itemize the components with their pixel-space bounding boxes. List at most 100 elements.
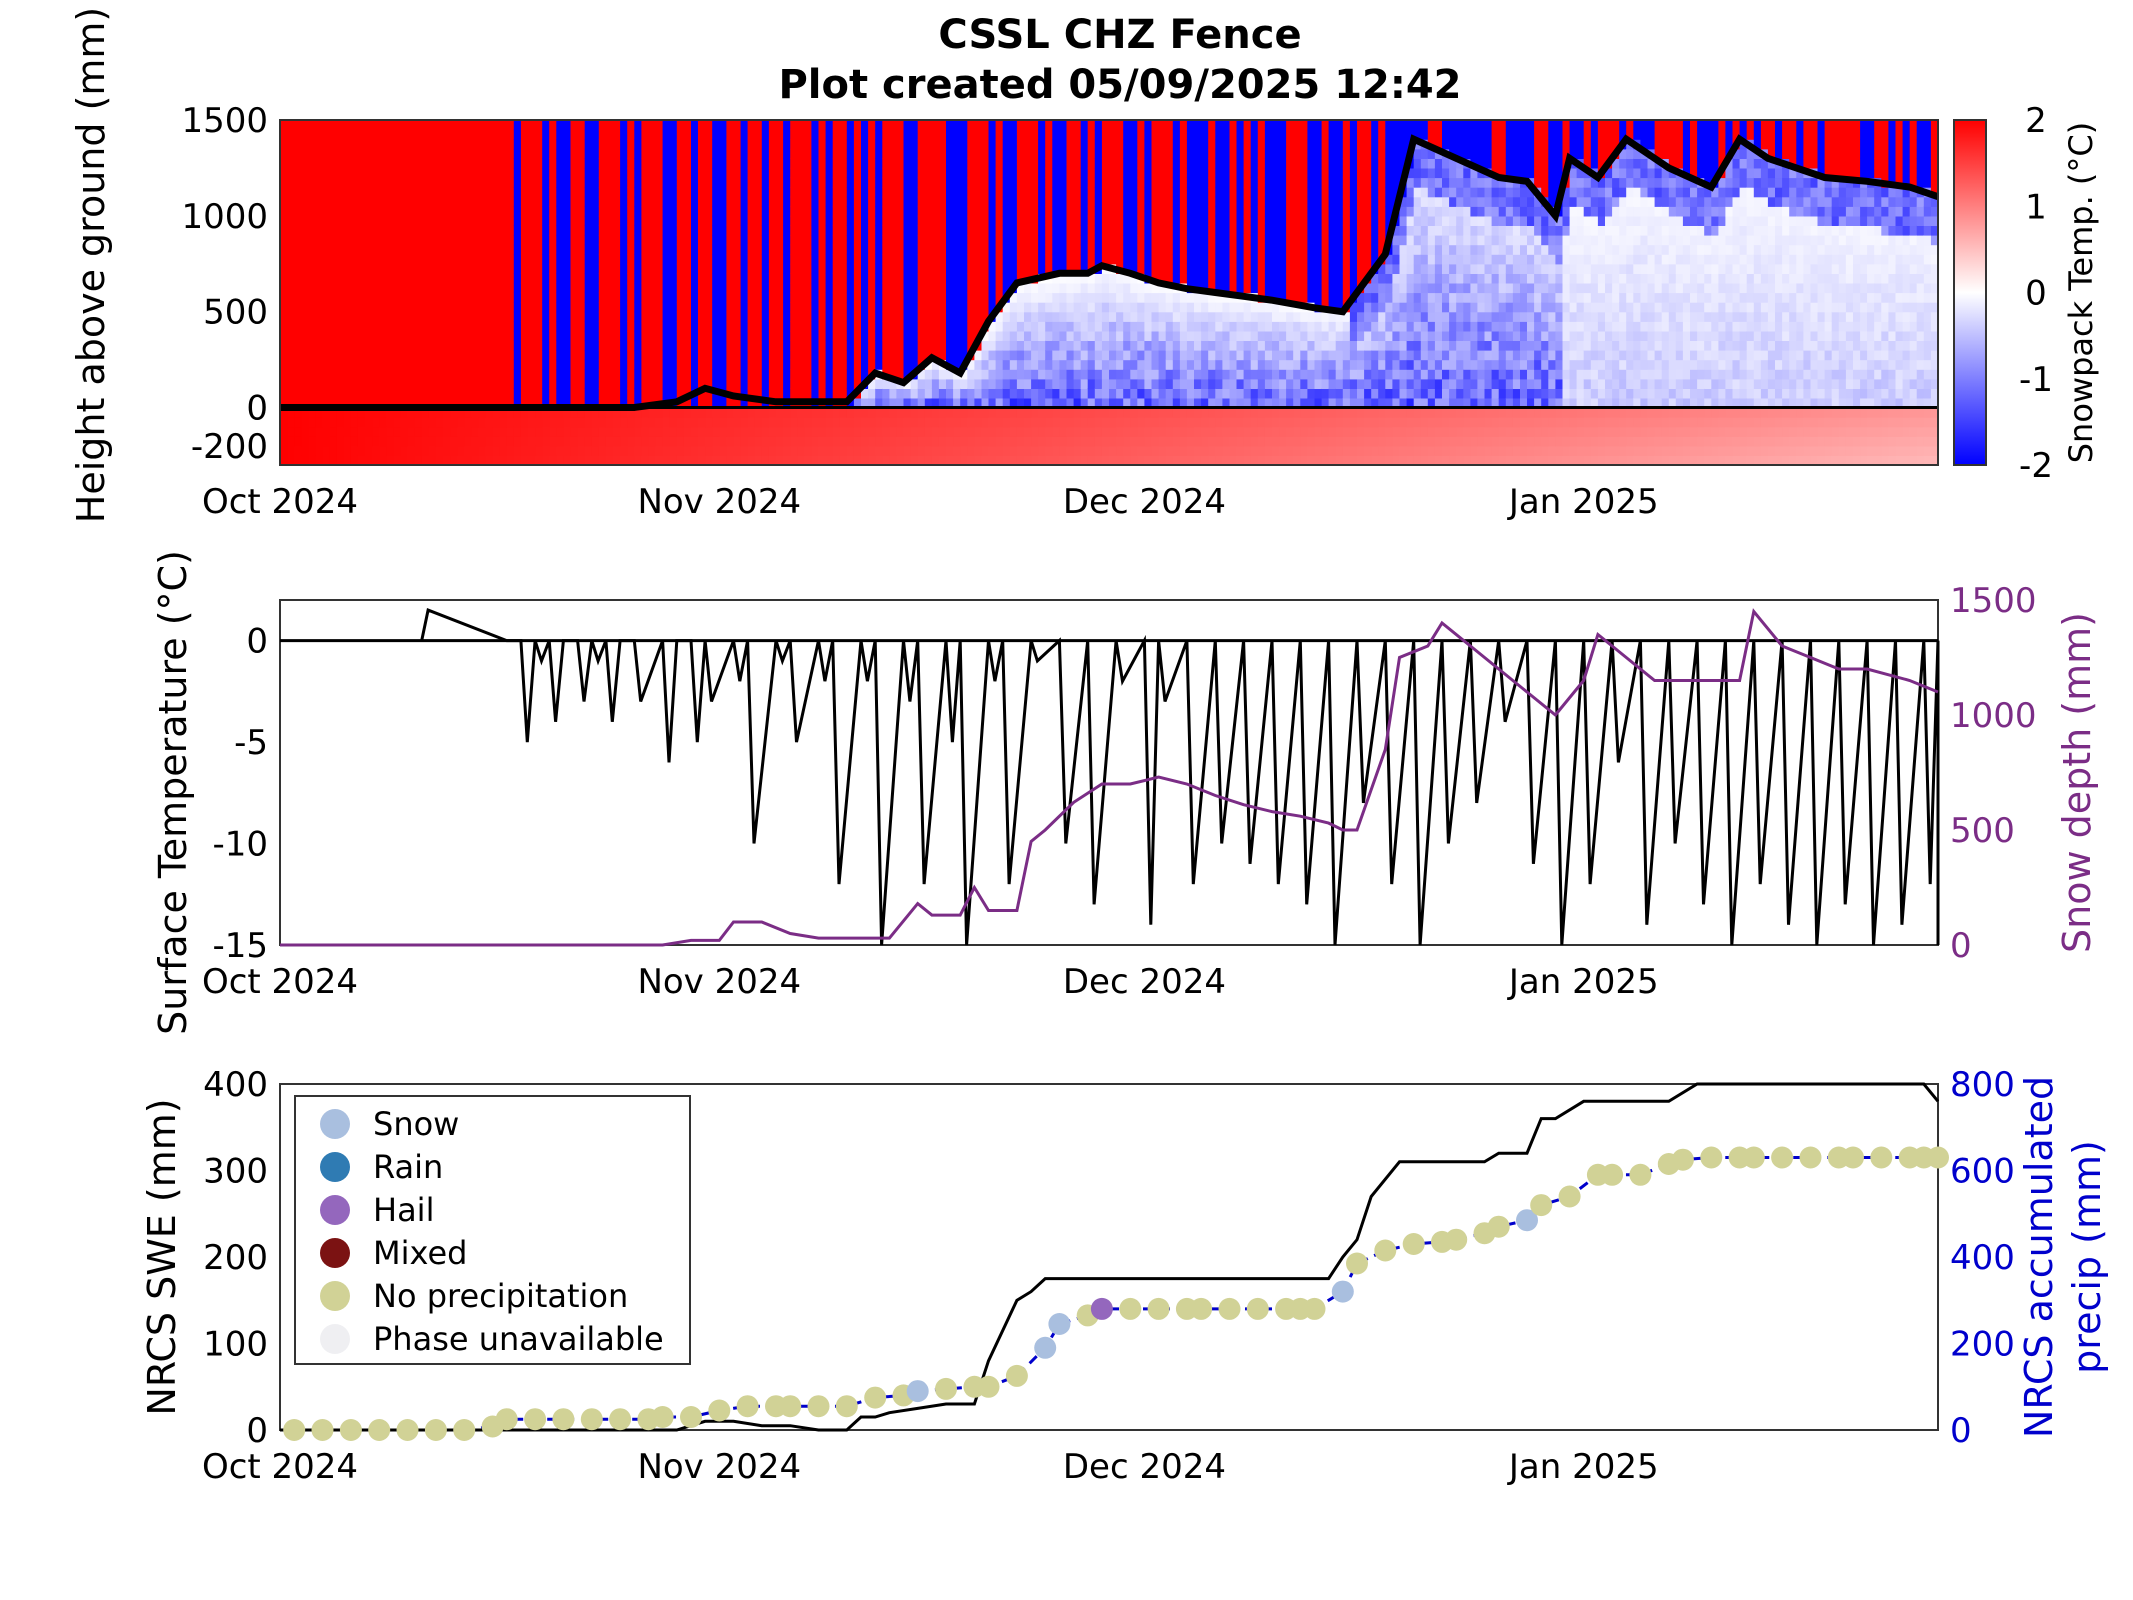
heatmap-cell — [705, 120, 713, 131]
heatmap-cell — [1250, 148, 1259, 159]
heatmap-cell — [428, 196, 437, 207]
heatmap-cell — [853, 254, 862, 265]
heatmap-cell — [570, 196, 579, 207]
heatmap-cell — [1229, 445, 1238, 456]
heatmap-cell — [1229, 129, 1238, 140]
heatmap-cell — [726, 350, 735, 361]
heatmap-cell — [988, 302, 997, 313]
heatmap-cell — [400, 225, 409, 236]
heatmap-cell — [556, 397, 564, 409]
heatmap-cell — [393, 417, 402, 428]
heatmap-cell — [811, 263, 820, 274]
heatmap-cell — [428, 292, 437, 303]
heatmap-cell — [981, 282, 990, 294]
heatmap-cell — [1130, 148, 1138, 159]
heatmap-cell — [655, 292, 664, 303]
heatmap-cell — [506, 273, 515, 284]
heatmap-cell — [740, 167, 749, 179]
heatmap-cell — [1165, 378, 1174, 389]
heatmap-cell — [698, 369, 706, 380]
heatmap-cell — [1186, 311, 1195, 322]
heatmap-cell — [421, 455, 430, 466]
heatmap-cell — [506, 206, 515, 217]
heatmap-cell — [620, 196, 628, 207]
heatmap-cell — [917, 206, 926, 217]
heatmap-cell — [882, 187, 890, 198]
heatmap-cell — [960, 321, 968, 332]
heatmap-cell — [421, 282, 430, 294]
heatmap-cell — [450, 148, 458, 159]
heatmap-cell — [591, 359, 600, 370]
heatmap-cell — [506, 282, 515, 294]
heatmap-cell — [492, 445, 501, 456]
heatmap-cell — [981, 129, 990, 140]
heatmap-cell — [294, 120, 302, 131]
heatmap-cell — [365, 378, 373, 389]
heatmap-cell — [655, 225, 664, 236]
heatmap-cell — [1179, 369, 1188, 380]
heatmap-cell — [1165, 254, 1174, 265]
heatmap-cell — [365, 311, 373, 322]
heatmap-cell — [400, 187, 409, 198]
heatmap-cell — [499, 378, 508, 389]
heatmap-cell — [450, 225, 458, 236]
heatmap-cell — [542, 120, 550, 131]
heatmap-cell — [280, 436, 288, 447]
heatmap-cell — [931, 330, 940, 341]
heatmap-cell — [776, 407, 784, 418]
heatmap-cell — [570, 378, 579, 389]
heatmap-cell — [747, 330, 756, 341]
heatmap-cell — [443, 397, 451, 409]
heatmap-cell — [386, 196, 394, 207]
heatmap-cell — [1151, 244, 1160, 255]
heatmap-cell — [1208, 311, 1216, 322]
heatmap-cell — [577, 187, 586, 198]
heatmap-cell — [641, 359, 650, 370]
heatmap-cell — [1243, 235, 1252, 246]
heatmap-cell — [924, 273, 933, 284]
heatmap-cell — [1024, 417, 1032, 428]
heatmap-cell — [988, 426, 997, 437]
heatmap-cell — [903, 378, 912, 389]
heatmap-cell — [513, 445, 522, 456]
heatmap-cell — [1045, 129, 1053, 140]
heatmap-cell — [1116, 417, 1124, 428]
heatmap-cell — [712, 445, 720, 456]
heatmap-cell — [372, 417, 380, 428]
heatmap-cell — [329, 407, 338, 418]
heatmap-cell — [662, 244, 671, 255]
heatmap-cell — [1186, 167, 1195, 179]
heatmap-cell — [825, 359, 834, 370]
heatmap-cell — [294, 129, 302, 140]
heatmap-cell — [1059, 235, 1068, 246]
heatmap-cell — [457, 350, 465, 361]
heatmap-cell — [1215, 311, 1223, 322]
heatmap-cell — [1080, 292, 1089, 303]
heatmap-cell — [322, 455, 331, 466]
heatmap-cell — [365, 350, 373, 361]
heatmap-cell — [1031, 196, 1039, 207]
heatmap-cell — [967, 292, 975, 303]
heatmap-cell — [1002, 244, 1011, 255]
heatmap-cell — [478, 120, 487, 131]
heatmap-cell — [1024, 311, 1032, 322]
heatmap-cell — [627, 445, 635, 456]
heatmap-cell — [513, 330, 522, 341]
heatmap-cell — [825, 215, 834, 226]
heatmap-cell — [783, 206, 791, 217]
heatmap-cell — [414, 129, 423, 140]
heatmap-cell — [1144, 282, 1153, 294]
heatmap-cell — [917, 187, 926, 198]
heatmap-cell — [563, 397, 572, 409]
heatmap-cell — [464, 225, 472, 236]
heatmap-cell — [882, 407, 890, 418]
heatmap-cell — [627, 196, 635, 207]
heatmap-cell — [995, 417, 1004, 428]
heatmap-cell — [443, 282, 451, 294]
heatmap-cell — [1073, 455, 1082, 466]
heatmap-cell — [754, 167, 763, 179]
heatmap-cell — [797, 177, 805, 188]
heatmap-cell — [1066, 321, 1075, 332]
heatmap-cell — [1031, 397, 1039, 409]
heatmap-cell — [513, 340, 522, 351]
